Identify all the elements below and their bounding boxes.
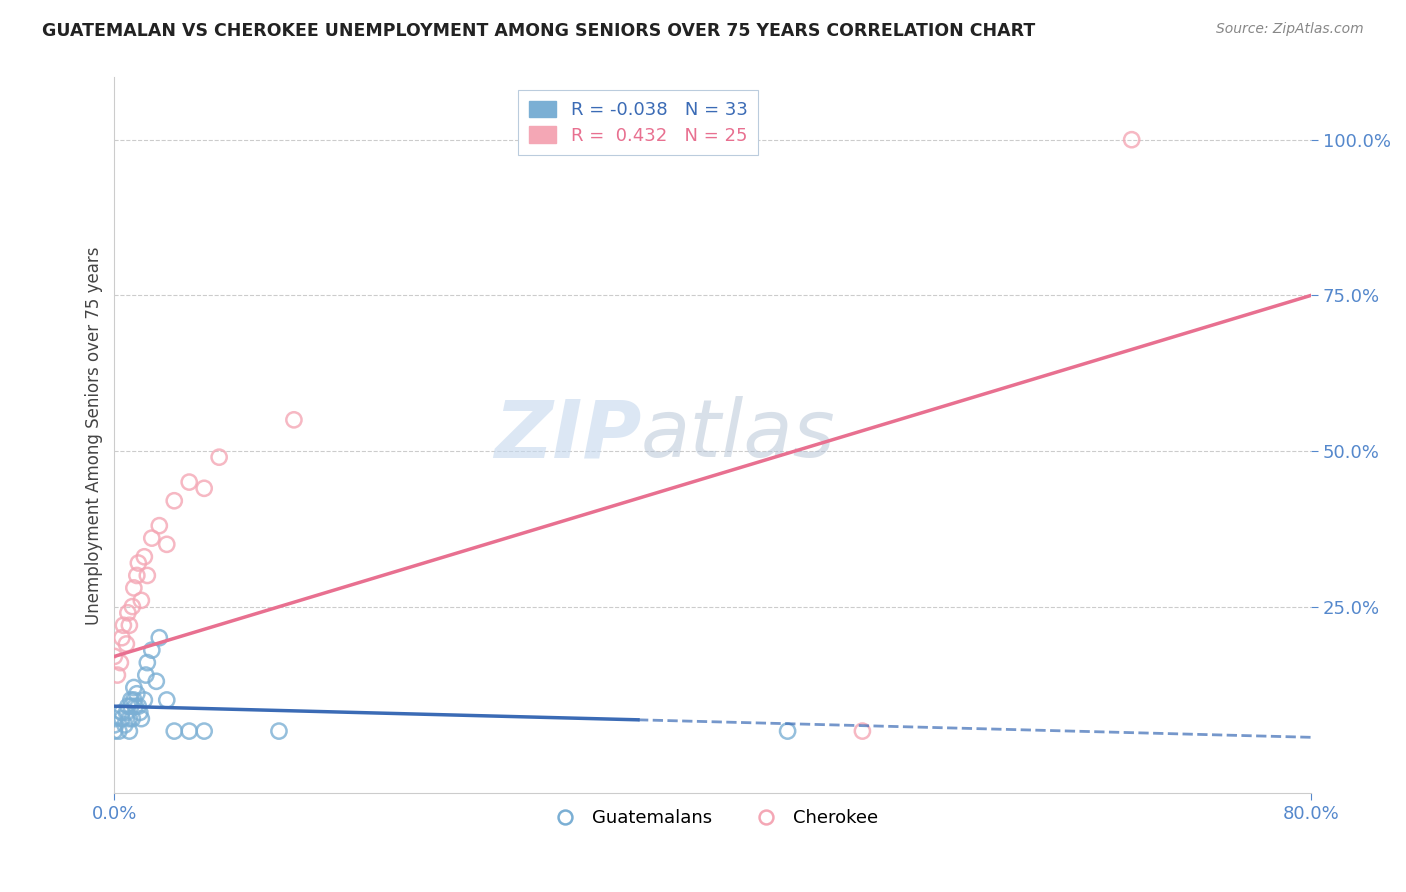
Point — [135, 668, 157, 682]
Point — [110, 656, 132, 670]
Point — [117, 606, 139, 620]
Point — [148, 631, 170, 645]
Point — [125, 687, 148, 701]
Point — [136, 656, 159, 670]
Y-axis label: Unemployment Among Seniors over 75 years: Unemployment Among Seniors over 75 years — [86, 246, 103, 624]
Point — [103, 718, 125, 732]
Point — [108, 724, 131, 739]
Point — [208, 450, 231, 465]
Point — [148, 518, 170, 533]
Point — [163, 724, 186, 739]
Point — [141, 643, 163, 657]
Text: atlas: atlas — [641, 396, 835, 475]
Point — [103, 712, 125, 726]
Point — [103, 649, 125, 664]
Point — [122, 693, 145, 707]
Point — [111, 631, 134, 645]
Point — [1121, 133, 1143, 147]
Point — [121, 599, 143, 614]
Point — [120, 693, 142, 707]
Point — [131, 712, 153, 726]
Point — [851, 724, 873, 739]
Point — [134, 693, 156, 707]
Point — [125, 568, 148, 582]
Point — [128, 706, 150, 720]
Point — [117, 699, 139, 714]
Point — [115, 706, 138, 720]
Point — [122, 681, 145, 695]
Point — [193, 724, 215, 739]
Text: ZIP: ZIP — [494, 396, 641, 475]
Point — [112, 618, 135, 632]
Point — [121, 712, 143, 726]
Point — [131, 593, 153, 607]
Point — [111, 706, 134, 720]
Point — [118, 712, 141, 726]
Point — [179, 475, 201, 489]
Point — [118, 618, 141, 632]
Point — [111, 712, 134, 726]
Point — [134, 549, 156, 564]
Point — [107, 668, 129, 682]
Point — [120, 699, 142, 714]
Point — [127, 699, 149, 714]
Point — [136, 568, 159, 582]
Point — [145, 674, 167, 689]
Point — [179, 724, 201, 739]
Text: GUATEMALAN VS CHEROKEE UNEMPLOYMENT AMONG SENIORS OVER 75 YEARS CORRELATION CHAR: GUATEMALAN VS CHEROKEE UNEMPLOYMENT AMON… — [42, 22, 1035, 40]
Point — [283, 413, 305, 427]
Point — [122, 581, 145, 595]
Point — [193, 481, 215, 495]
Point — [156, 693, 179, 707]
Point — [141, 531, 163, 545]
Point — [114, 718, 136, 732]
Point — [776, 724, 799, 739]
Point — [156, 537, 179, 551]
Legend: Guatemalans, Cherokee: Guatemalans, Cherokee — [540, 802, 886, 834]
Point — [115, 637, 138, 651]
Text: Source: ZipAtlas.com: Source: ZipAtlas.com — [1216, 22, 1364, 37]
Point — [163, 493, 186, 508]
Point — [267, 724, 290, 739]
Point — [118, 724, 141, 739]
Point — [127, 556, 149, 570]
Point — [103, 724, 125, 739]
Point — [124, 699, 146, 714]
